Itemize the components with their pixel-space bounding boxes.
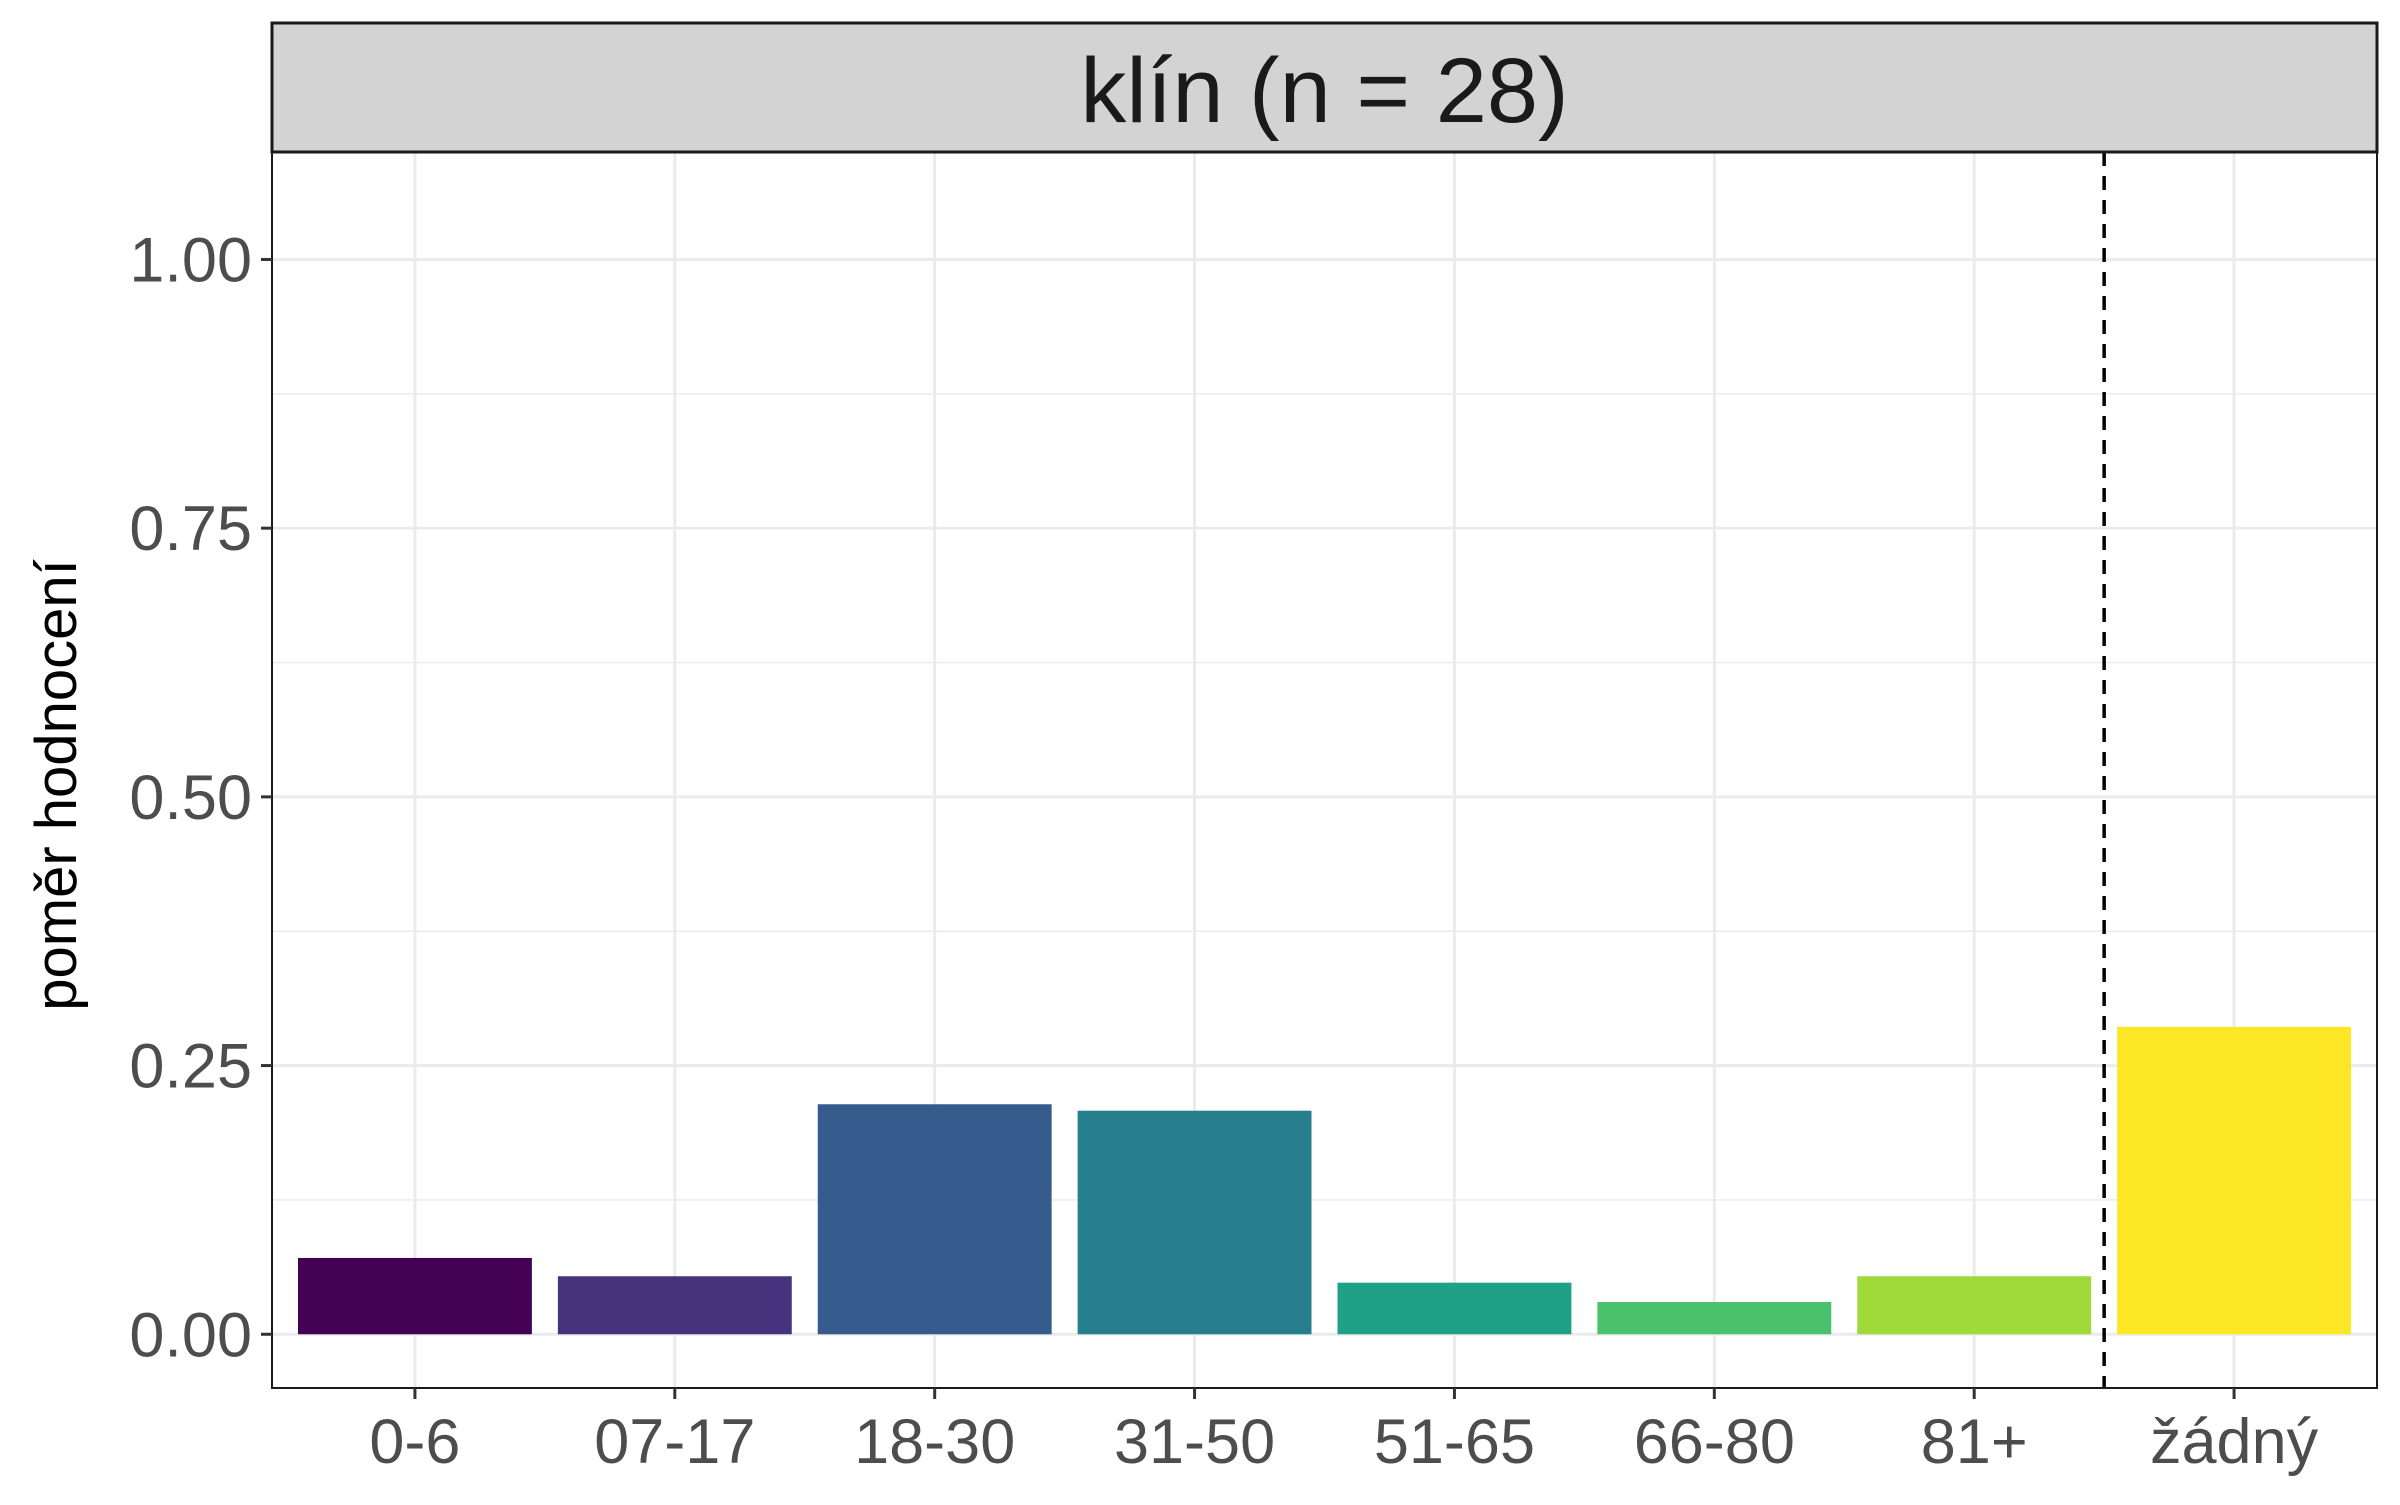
bar-0-6 (297, 1257, 532, 1335)
x-tick-label: 18-30 (854, 1407, 1015, 1477)
x-tick-label: 0-6 (369, 1407, 460, 1477)
x-tick-label: žádný (2150, 1407, 2319, 1477)
x-tick-label: 81+ (1921, 1407, 2028, 1477)
y-tick-label: 0.75 (129, 494, 252, 564)
grid-layer (272, 152, 2377, 1388)
x-tick-label: 07-17 (594, 1407, 755, 1477)
y-tick-label: 1.00 (129, 225, 252, 295)
strip-background (270, 21, 2379, 154)
bars-layer (297, 1026, 2352, 1335)
bar-07-17 (557, 1276, 792, 1335)
axis-layer: 0.00 0.25 0.50 0.75 1.00 0-6 07-17 18-30 31-50 51… (129, 225, 2318, 1477)
strip-layer: klín (n = 28) (270, 21, 2379, 154)
bar-žádný (2117, 1026, 2352, 1335)
bar-31-50 (1077, 1110, 1312, 1335)
y-axis-title: poměr hodnocení (24, 559, 89, 1010)
y-tick-label: 0.50 (129, 763, 252, 833)
bar-66-80 (1597, 1302, 1832, 1335)
x-tick-label: 51-65 (1374, 1407, 1535, 1477)
y-tick-label: 0.00 (129, 1300, 252, 1370)
bar-51-65 (1337, 1282, 1572, 1335)
y-tick-label: 0.25 (129, 1032, 252, 1102)
chart-title: klín (n = 28) (1080, 40, 1568, 142)
bar-81+ (1857, 1276, 2092, 1335)
bar-18-30 (817, 1104, 1052, 1335)
x-tick-label: 31-50 (1114, 1407, 1275, 1477)
x-tick-label: 66-80 (1634, 1407, 1795, 1477)
